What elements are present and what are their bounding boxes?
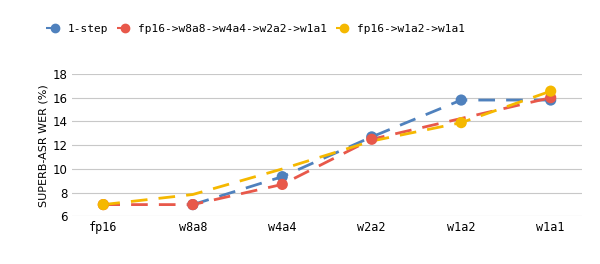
- Point: [98, 202, 108, 207]
- Point: [188, 202, 197, 207]
- Point: [98, 202, 108, 207]
- Point: [457, 98, 466, 102]
- Point: [546, 96, 556, 100]
- Point: [277, 175, 287, 179]
- Point: [277, 182, 287, 187]
- Point: [367, 135, 377, 139]
- Y-axis label: SUPERB-ASR WER (%): SUPERB-ASR WER (%): [38, 84, 49, 206]
- Point: [546, 98, 556, 102]
- Point: [188, 202, 197, 207]
- Point: [367, 137, 377, 142]
- Legend: 1-step, fp16->w8a8->w4a4->w2a2->w1a1, fp16->w1a2->w1a1: 1-step, fp16->w8a8->w4a4->w2a2->w1a1, fp…: [42, 20, 469, 39]
- Point: [457, 121, 466, 125]
- Point: [546, 89, 556, 93]
